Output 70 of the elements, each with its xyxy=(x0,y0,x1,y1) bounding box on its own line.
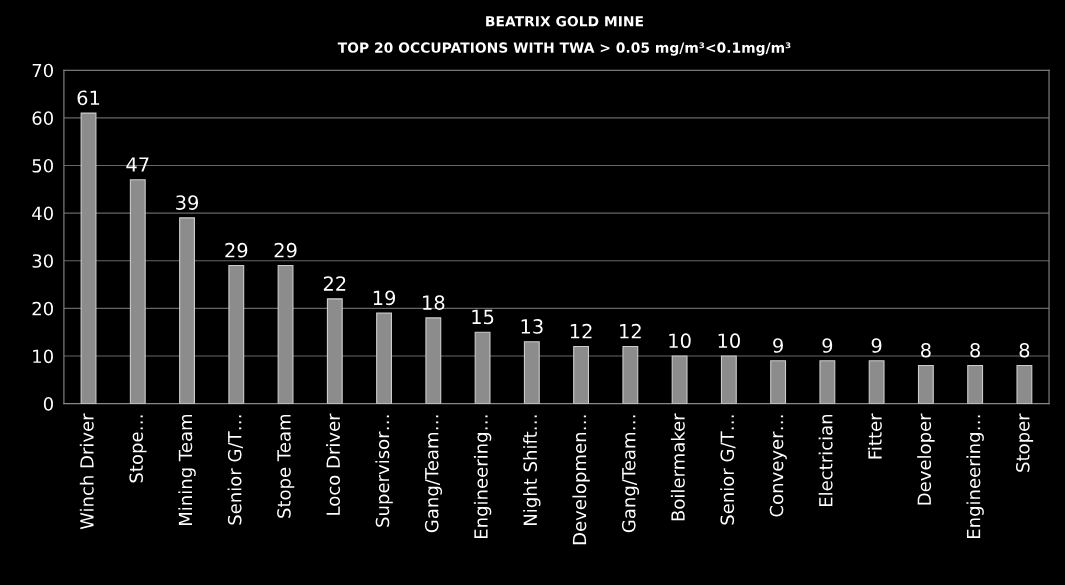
bar xyxy=(425,317,442,404)
x-tick-label: Developer xyxy=(917,413,935,505)
x-tick-label: Winch Driver xyxy=(79,413,94,530)
bar xyxy=(868,360,885,404)
x-tick-label: Supervisor… xyxy=(375,415,393,527)
data-label: 12 xyxy=(570,323,592,339)
x-tick-label: Senior G/T… xyxy=(720,415,736,525)
x-tick-label: Developmen… xyxy=(572,415,590,545)
data-label: 13 xyxy=(521,319,543,334)
bar xyxy=(622,345,639,404)
data-label: 22 xyxy=(323,276,346,291)
data-label: 10 xyxy=(718,333,740,349)
x-tick-label: Stope Team xyxy=(277,414,295,518)
bar xyxy=(720,355,737,404)
bar xyxy=(573,345,590,404)
bar xyxy=(228,264,245,404)
x-tick-label: Engineering… xyxy=(966,415,984,538)
data-label: 10 xyxy=(669,333,691,349)
x-tick-label: Senior G/T… xyxy=(227,415,243,525)
x-tick-label: Gang/Team… xyxy=(621,415,640,533)
bar xyxy=(523,341,540,404)
y-tick-label: 50 xyxy=(32,158,53,173)
data-label: 8 xyxy=(1019,342,1030,358)
bar xyxy=(179,217,195,404)
bar xyxy=(277,264,294,404)
x-tick-label: Engineering… xyxy=(473,415,492,538)
x-tick-label: Boilermaker xyxy=(670,413,685,521)
data-label: 29 xyxy=(274,242,297,258)
y-tick-label: 60 xyxy=(32,111,53,125)
y-tick-label: 40 xyxy=(32,206,53,221)
y-tick-label: 0 xyxy=(43,397,53,411)
x-tick-label: Loco Driver xyxy=(326,413,341,515)
bar xyxy=(376,312,393,404)
bar xyxy=(967,364,984,404)
data-label: 29 xyxy=(225,242,248,258)
x-tick-label: Night Shift… xyxy=(523,415,541,525)
bar xyxy=(917,364,934,404)
x-tick-label: Conveyer… xyxy=(769,415,787,517)
bar xyxy=(671,355,688,404)
data-label: 8 xyxy=(970,342,980,358)
chart-subtitle: TOP 20 OCCUPATIONS WITH TWA > 0.05 mg/m³<0.1mg/m³ xyxy=(337,42,791,56)
data-label: 15 xyxy=(472,309,494,325)
bar xyxy=(129,179,146,404)
data-label: 19 xyxy=(373,290,396,306)
x-tick-label: Fitter xyxy=(867,413,882,459)
bar xyxy=(80,112,97,404)
y-tick-label: 70 xyxy=(32,63,53,78)
bar xyxy=(819,360,836,404)
y-tick-label: 30 xyxy=(32,254,53,268)
data-label: 12 xyxy=(620,323,641,339)
x-tick-label: Mining Team xyxy=(178,414,196,526)
data-label: 61 xyxy=(77,90,100,106)
x-tick-label: Stope… xyxy=(129,415,147,483)
chart-title: BEATRIX GOLD MINE xyxy=(486,16,644,27)
x-tick-label: Gang/Team… xyxy=(424,415,443,533)
data-label: 9 xyxy=(773,338,783,353)
bar xyxy=(326,298,343,404)
y-tick-label: 10 xyxy=(33,349,53,364)
bar xyxy=(474,331,491,404)
x-tick-label: Stoper xyxy=(1015,413,1034,472)
bar xyxy=(1016,364,1033,404)
data-label: 18 xyxy=(423,295,445,310)
data-label: 39 xyxy=(176,195,199,210)
data-label: 8 xyxy=(921,342,931,358)
data-label: 47 xyxy=(126,157,149,172)
bar xyxy=(770,360,787,404)
data-label: 9 xyxy=(871,338,882,353)
data-label: 9 xyxy=(822,338,833,353)
y-tick-label: 20 xyxy=(32,301,53,316)
x-tick-label: Electrician xyxy=(818,414,833,507)
